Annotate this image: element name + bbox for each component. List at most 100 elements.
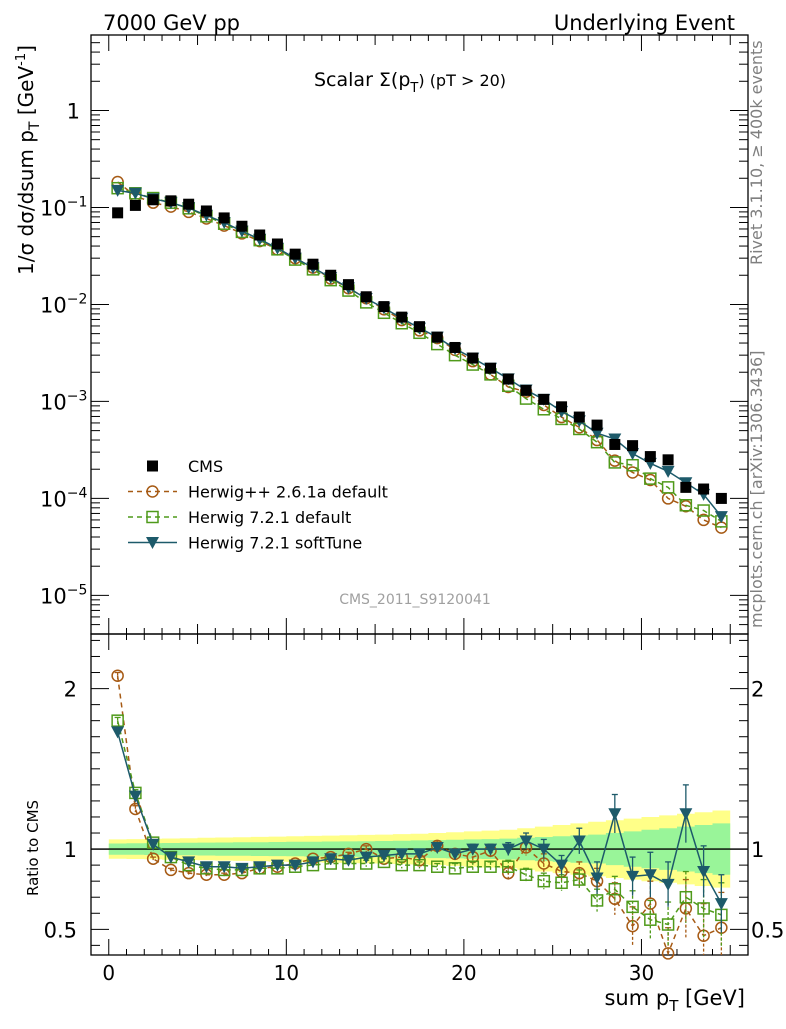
main-point-cms (556, 401, 568, 413)
main-point-herwig-7-2-1-softtune (590, 427, 604, 440)
main-point-cms (165, 195, 177, 207)
main-point-cms (502, 373, 514, 385)
ratio-point-herwig-7-2-1-default (111, 714, 124, 727)
ratio-point-herwig-2-6-1a-default (661, 947, 675, 960)
main-y-tick-exp: −4 (67, 485, 88, 501)
main-point-cms (591, 419, 603, 431)
ratio-point-herwig-7-2-1-softtune (182, 856, 196, 869)
main-point-cms (271, 238, 283, 250)
main-point-cms (129, 199, 141, 211)
ratio-point-herwig-7-2-1-default (448, 862, 462, 875)
ratio-point-herwig-7-2-1-softtune (146, 838, 160, 851)
main-ylabel: 1/σ dσ/dsum pT [GeV-1] (14, 45, 43, 275)
main-point-cms (236, 220, 248, 232)
ratio-point-herwig-2-6-1a-default (573, 866, 586, 880)
ratio-point-herwig-7-2-1-softtune (235, 862, 249, 875)
analysis-watermark: CMS_2011_S9120041 (339, 592, 491, 608)
main-point-herwig-7-2-1-default (608, 456, 622, 469)
legend-label-cms: CMS (188, 457, 223, 476)
ratio-point-herwig-7-2-1-default (502, 860, 515, 873)
main-point-herwig-7-2-1-default (661, 481, 675, 494)
chart-title: Scalar Σ(pT) (pT > 20) (314, 69, 506, 96)
xlabel: sum pT [GeV] (604, 986, 745, 1015)
ratio-point-herwig-7-2-1-softtune (306, 856, 320, 869)
ratio-y-tick-label-right: 0.5 (751, 918, 784, 942)
ratio-point-herwig-7-2-1-default (537, 874, 551, 888)
main-ylabel-c: ] (14, 45, 38, 53)
ratio-point-herwig-7-2-1-default (519, 868, 533, 881)
xlabel-a: sum p (604, 986, 669, 1010)
ratio-point-herwig-7-2-1-softtune (484, 843, 498, 856)
main-point-cms (573, 411, 585, 423)
ratio-point-herwig-7-2-1-softtune (608, 808, 622, 821)
ratio-point-herwig-7-2-1-softtune (501, 843, 515, 856)
ratio-point-herwig-2-6-1a-default (644, 897, 657, 910)
main-point-herwig-7-2-1-default (697, 504, 710, 517)
ratio-point-herwig-7-2-1-softtune (164, 851, 178, 864)
main-point-cms (609, 438, 621, 450)
ratio-point-herwig-7-2-1-softtune (217, 861, 231, 874)
main-point-cms (396, 311, 408, 323)
main-point-cms (200, 205, 212, 217)
main-point-cms (360, 291, 372, 303)
main-point-cms (325, 269, 337, 281)
legend-entry-herwig-2-6-1a-default: Herwig++ 2.6.1a default (128, 483, 388, 502)
legend: CMS Herwig++ 2.6.1a default Herwig 7.2.1 d… (128, 457, 388, 553)
ratio-point-herwig-2-6-1a-default (164, 863, 178, 877)
main-point-cms (112, 207, 124, 219)
ratio-point-herwig-7-2-1-softtune (519, 835, 533, 848)
main-point-cms (467, 352, 479, 364)
x-tick-label: 0 (102, 961, 115, 985)
ratio-ylabel: Ratio to CMS (24, 800, 42, 896)
main-y-tick-base: 10 (40, 196, 67, 220)
xlabel-b: [GeV] (678, 986, 745, 1010)
main-point-herwig-2-6-1a-default (697, 513, 710, 527)
ratio-series-herwig-7-2-1-softtune (111, 726, 728, 933)
rivet-version-text: Rivet 3.1.10, ≥ 400k events (747, 40, 766, 265)
ratio-point-herwig-7-2-1-softtune (199, 861, 213, 874)
main-point-cms (147, 194, 159, 206)
ratio-point-herwig-7-2-1-softtune (572, 835, 586, 848)
ratio-y-tick-label: 2 (64, 678, 77, 702)
ratio-point-herwig-7-2-1-softtune (359, 851, 373, 864)
mcplots-reference-text: mcplots.cern.ch [arXiv:1306.3436] (747, 351, 766, 628)
ratio-point-herwig-7-2-1-softtune (590, 872, 604, 885)
main-point-cms (485, 362, 497, 374)
legend-marker-herwig-7-2-1-softtune (146, 537, 159, 549)
ratio-point-herwig-7-2-1-default (431, 860, 444, 873)
main-y-tick-exp: −5 (67, 582, 88, 598)
ratio-point-herwig-7-2-1-softtune (448, 848, 462, 861)
main-point-cms (680, 481, 692, 493)
legend-entry-herwig-7-2-1-softtune: Herwig 7.2.1 softTune (128, 534, 362, 553)
ratio-point-herwig-7-2-1-default (555, 876, 568, 890)
ratio-point-herwig-7-2-1-default (484, 860, 497, 873)
ratio-point-herwig-7-2-1-softtune (430, 841, 444, 854)
ratio-point-herwig-7-2-1-softtune (679, 808, 693, 821)
main-y-tick-label: 10−3 (40, 388, 87, 414)
ratio-point-herwig-7-2-1-softtune (466, 843, 480, 856)
main-point-cms (307, 258, 319, 270)
ratio-point-herwig-7-2-1-default (573, 873, 586, 886)
main-series-cms (112, 194, 727, 504)
main-point-cms (644, 451, 656, 463)
legend-marker-herwig-7-2-1-default (146, 510, 159, 524)
main-point-cms (254, 229, 266, 241)
ratio-panel-marks (111, 669, 728, 960)
main-point-cms (449, 341, 461, 353)
main-ylabel-sup: -1 (14, 53, 29, 66)
ratio-point-herwig-7-2-1-softtune (626, 870, 640, 883)
header-right: Underlying Event (554, 11, 735, 35)
main-point-herwig-7-2-1-softtune (714, 511, 728, 524)
main-ylabel-a: 1/σ dσ/dsum p (14, 130, 38, 275)
ratio-point-herwig-7-2-1-default (608, 882, 622, 896)
ratio-point-herwig-7-2-1-softtune (324, 853, 338, 866)
main-point-cms (698, 483, 710, 495)
ratio-point-herwig-7-2-1-softtune (413, 848, 426, 861)
ratio-point-herwig-7-2-1-softtune (643, 869, 657, 882)
ratio-point-herwig-7-2-1-softtune (341, 854, 355, 867)
ratio-point-herwig-7-2-1-default (697, 902, 710, 915)
main-y-tick-exp: −3 (67, 388, 88, 404)
ratio-point-herwig-7-2-1-softtune (253, 861, 267, 874)
